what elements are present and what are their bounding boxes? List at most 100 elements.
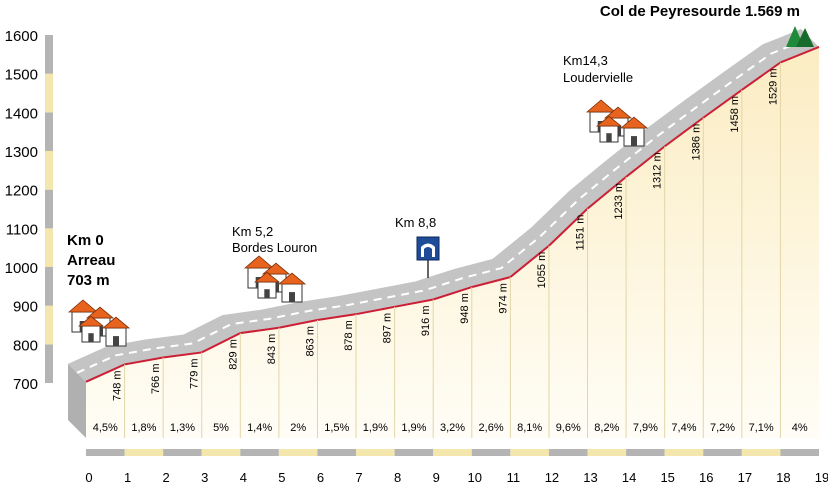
y-tick-label: 700 <box>13 376 38 393</box>
x-tick-label: 12 <box>545 470 559 485</box>
gradient-label: 1,3% <box>170 422 195 434</box>
start-alt-label: 703 m <box>67 272 110 289</box>
y-tick-label: 900 <box>13 299 38 316</box>
louder-km-label: Km14,3 <box>563 53 608 68</box>
x-tick-label: 7 <box>355 470 362 485</box>
x-scale-segment <box>356 449 395 456</box>
bordes-km-label: Km 5,2 <box>232 224 273 239</box>
start-name-label: Arreau <box>67 252 115 269</box>
x-tick-label: 16 <box>699 470 713 485</box>
x-tick-label: 15 <box>660 470 674 485</box>
elevation-label: 1312 m <box>652 152 664 189</box>
x-tick-label: 8 <box>394 470 401 485</box>
x-scale-segment <box>317 449 357 456</box>
gradient-label: 2,6% <box>479 422 504 434</box>
house-roof <box>67 299 99 313</box>
gradient-labels: 4,5% 1,8% 1,3% 5% 1,4% 2% 1,5% 1,9% 1,9% 3,2% 2,6%… <box>93 422 808 434</box>
gradient-label: 4,5% <box>93 422 118 434</box>
road-end-face <box>68 363 86 438</box>
gradient-label: 1,8% <box>131 422 156 434</box>
summit-title: Col de Peyresourde 1.569 m <box>600 3 800 20</box>
x-scale-segment <box>240 449 279 456</box>
elevation-label: 974 m <box>497 283 509 314</box>
x-scale-segment <box>394 449 434 456</box>
x-scale-segment <box>664 449 704 456</box>
house-roof <box>603 106 633 119</box>
house-roof <box>595 115 623 127</box>
elevation-label: 1458 m <box>729 96 741 133</box>
y-scale-segment <box>45 344 53 383</box>
arreau-village-icon <box>67 299 131 347</box>
elevation-label: 878 m <box>343 320 355 351</box>
house-roof <box>101 316 131 329</box>
elevation-label: 779 m <box>189 358 201 389</box>
profile-fill <box>86 46 819 439</box>
house-roof <box>277 272 307 285</box>
tunnel-sign-icon <box>416 236 440 278</box>
x-tick-label: 18 <box>776 470 790 485</box>
y-tick-label: 1100 <box>6 221 38 238</box>
elevation-label: 1529 m <box>767 68 779 105</box>
elevation-label: 1151 m <box>575 215 587 251</box>
elevation-label: 948 m <box>459 293 471 324</box>
gradient-label: 7,1% <box>749 422 774 434</box>
gradient-label: 9,6% <box>556 422 581 434</box>
x-tick-label: 17 <box>738 470 752 485</box>
loudervielle-village-icon <box>585 99 649 147</box>
house-roof <box>261 262 291 275</box>
road-center-line <box>76 37 811 374</box>
elevation-label: 916 m <box>420 305 432 336</box>
x-scale-segment <box>278 449 318 456</box>
x-scale-segment <box>471 449 511 456</box>
gradient-label: 1,9% <box>363 422 388 434</box>
x-tick-label: 13 <box>583 470 597 485</box>
house-roof <box>585 99 617 113</box>
bordes-louron-village-icon <box>243 255 307 303</box>
elevation-label: 843 m <box>266 334 278 365</box>
x-scale-segment <box>703 449 742 456</box>
house-door <box>631 136 637 146</box>
elevation-label: 766 m <box>150 363 162 394</box>
house-roof <box>243 255 275 269</box>
x-scale-segment <box>510 449 549 456</box>
house-door <box>264 289 270 298</box>
house-door <box>289 292 295 302</box>
y-tick-label: 1000 <box>5 260 38 277</box>
x-scale-bar <box>86 449 819 456</box>
house-roof <box>253 271 281 283</box>
x-tick-label: 5 <box>278 470 285 485</box>
x-tick-label: 9 <box>433 470 440 485</box>
y-scale-segment <box>45 305 53 345</box>
house-roof <box>619 116 649 129</box>
x-scale-segment <box>201 449 241 456</box>
y-scale-segment <box>45 35 53 74</box>
gradient-label: 1,9% <box>401 422 426 434</box>
x-scale-segment <box>124 449 164 456</box>
y-tick-label: 1200 <box>5 183 38 200</box>
y-tick-label: 1600 <box>5 28 38 45</box>
x-tick-label: 11 <box>507 470 521 485</box>
y-tick-label: 1300 <box>5 144 38 161</box>
elevation-label: 897 m <box>382 313 394 344</box>
gradient-label: 2% <box>290 422 306 434</box>
x-tick-label: 10 <box>468 470 482 485</box>
elevation-label: 748 m <box>112 370 124 401</box>
house-roof <box>85 306 115 319</box>
y-scale-segment <box>45 112 53 151</box>
y-scale-bar <box>45 35 53 383</box>
bordes-name-label: Bordes Louron <box>232 240 317 255</box>
profile-area <box>85 46 820 439</box>
y-scale-segment <box>45 151 53 190</box>
route-icons <box>67 26 814 347</box>
x-scale-segment <box>741 449 781 456</box>
gradient-label: 8,2% <box>594 422 619 434</box>
x-tick-label: 1 <box>124 470 131 485</box>
tree-right <box>796 28 814 47</box>
louder-name-label: Loudervielle <box>563 70 633 85</box>
elevation-label: 829 m <box>227 339 239 370</box>
gradient-label: 3,2% <box>440 422 465 434</box>
x-tick-label: 19 <box>815 470 828 485</box>
gradient-label: 4% <box>792 422 808 434</box>
x-scale-segment <box>163 449 202 456</box>
